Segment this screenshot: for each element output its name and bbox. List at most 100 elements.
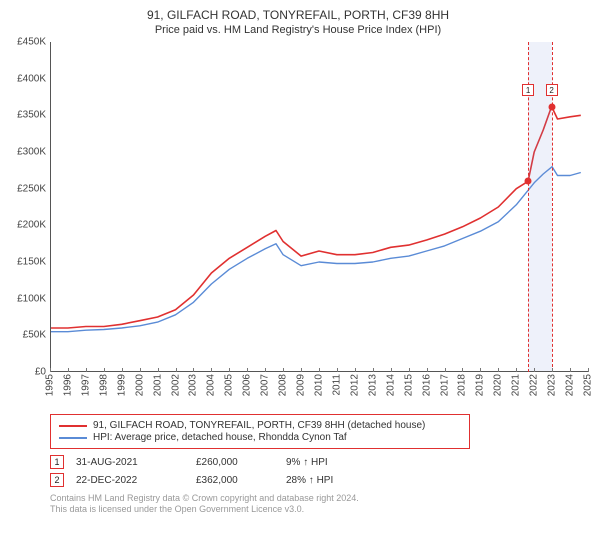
legend-row: HPI: Average price, detached house, Rhon… xyxy=(59,432,461,443)
event-row: 1 31-AUG-2021£260,0009% ↑ HPI xyxy=(50,455,588,469)
x-tick-label: 2000 xyxy=(134,374,145,396)
event-marker-1: 1 xyxy=(522,84,534,96)
event-row-pct: 28% ↑ HPI xyxy=(286,475,396,486)
legend-swatch xyxy=(59,425,87,427)
legend-label: HPI: Average price, detached house, Rhon… xyxy=(93,432,347,443)
y-tick-label: £150K xyxy=(17,257,46,268)
line-plot xyxy=(50,42,588,372)
x-tick-label: 1995 xyxy=(45,374,56,396)
x-tick-mark xyxy=(140,368,141,372)
x-tick-mark xyxy=(265,368,266,372)
y-axis: £0£50K£100K£150K£200K£250K£300K£350K£400… xyxy=(8,42,48,372)
event-row-marker: 1 xyxy=(50,455,64,469)
event-row-date: 22-DEC-2022 xyxy=(76,475,196,486)
y-tick-label: £50K xyxy=(23,330,46,341)
x-tick-mark xyxy=(86,368,87,372)
event-row: 2 22-DEC-2022£362,00028% ↑ HPI xyxy=(50,473,588,487)
x-tick-label: 2004 xyxy=(206,374,217,396)
x-tick-mark xyxy=(211,368,212,372)
series-hpi xyxy=(50,167,581,332)
y-tick-label: £400K xyxy=(17,73,46,84)
y-tick-label: £250K xyxy=(17,183,46,194)
x-tick-label: 2009 xyxy=(296,374,307,396)
y-tick-label: £100K xyxy=(17,293,46,304)
x-tick-mark xyxy=(570,368,571,372)
x-tick-mark xyxy=(373,368,374,372)
x-tick-mark xyxy=(301,368,302,372)
x-tick-mark xyxy=(534,368,535,372)
x-tick-mark xyxy=(176,368,177,372)
x-tick-label: 2018 xyxy=(457,374,468,396)
x-tick-mark xyxy=(68,368,69,372)
x-tick-mark xyxy=(122,368,123,372)
event-row-marker: 2 xyxy=(50,473,64,487)
x-tick-label: 2019 xyxy=(475,374,486,396)
x-tick-mark xyxy=(498,368,499,372)
x-tick-mark xyxy=(588,368,589,372)
x-tick-mark xyxy=(445,368,446,372)
footer-attribution: Contains HM Land Registry data © Crown c… xyxy=(50,493,588,516)
y-tick-label: £450K xyxy=(17,37,46,48)
x-tick-mark xyxy=(319,368,320,372)
x-tick-mark xyxy=(247,368,248,372)
series-price_paid xyxy=(50,107,581,329)
y-tick-label: £350K xyxy=(17,110,46,121)
x-tick-mark xyxy=(104,368,105,372)
x-tick-mark xyxy=(355,368,356,372)
x-tick-label: 1999 xyxy=(116,374,127,396)
x-tick-mark xyxy=(50,368,51,372)
events-table: 1 31-AUG-2021£260,0009% ↑ HPI 2 22-DEC-2022… xyxy=(50,455,588,487)
event-row-price: £260,000 xyxy=(196,457,286,468)
event-row-date: 31-AUG-2021 xyxy=(76,457,196,468)
x-axis: 1995199619971998199920002001200220032004… xyxy=(50,372,588,410)
x-tick-label: 1996 xyxy=(62,374,73,396)
chart-title: 91, GILFACH ROAD, TONYREFAIL, PORTH, CF3… xyxy=(8,8,588,22)
x-tick-label: 2020 xyxy=(493,374,504,396)
event-dot-1 xyxy=(525,178,532,185)
x-tick-label: 2023 xyxy=(547,374,558,396)
x-tick-mark xyxy=(229,368,230,372)
x-tick-mark xyxy=(480,368,481,372)
legend-row: 91, GILFACH ROAD, TONYREFAIL, PORTH, CF3… xyxy=(59,420,461,431)
x-tick-mark xyxy=(409,368,410,372)
x-tick-label: 2013 xyxy=(367,374,378,396)
x-tick-mark xyxy=(391,368,392,372)
x-tick-label: 2008 xyxy=(278,374,289,396)
x-tick-mark xyxy=(337,368,338,372)
x-tick-label: 2024 xyxy=(565,374,576,396)
x-tick-label: 2005 xyxy=(224,374,235,396)
legend-label: 91, GILFACH ROAD, TONYREFAIL, PORTH, CF3… xyxy=(93,420,425,431)
plot-area: £0£50K£100K£150K£200K£250K£300K£350K£400… xyxy=(50,42,588,372)
y-tick-label: £300K xyxy=(17,147,46,158)
legend-box: 91, GILFACH ROAD, TONYREFAIL, PORTH, CF3… xyxy=(50,414,470,449)
x-tick-mark xyxy=(158,368,159,372)
x-tick-label: 1998 xyxy=(98,374,109,396)
x-tick-label: 2002 xyxy=(170,374,181,396)
x-tick-mark xyxy=(552,368,553,372)
x-tick-label: 2007 xyxy=(260,374,271,396)
x-tick-label: 2011 xyxy=(331,374,342,396)
x-tick-mark xyxy=(283,368,284,372)
x-tick-label: 2021 xyxy=(511,374,522,396)
x-tick-label: 2015 xyxy=(403,374,414,396)
event-row-price: £362,000 xyxy=(196,475,286,486)
x-tick-label: 2017 xyxy=(439,374,450,396)
event-dot-2 xyxy=(548,103,555,110)
y-tick-label: £200K xyxy=(17,220,46,231)
x-tick-mark xyxy=(427,368,428,372)
footer-line2: This data is licensed under the Open Gov… xyxy=(50,504,588,515)
x-tick-label: 2014 xyxy=(385,374,396,396)
x-tick-label: 2022 xyxy=(529,374,540,396)
x-tick-label: 2003 xyxy=(188,374,199,396)
x-tick-label: 2012 xyxy=(349,374,360,396)
x-tick-label: 2010 xyxy=(314,374,325,396)
x-tick-mark xyxy=(462,368,463,372)
chart-container: 91, GILFACH ROAD, TONYREFAIL, PORTH, CF3… xyxy=(0,0,600,560)
x-tick-label: 2025 xyxy=(583,374,594,396)
x-tick-mark xyxy=(516,368,517,372)
event-row-pct: 9% ↑ HPI xyxy=(286,457,396,468)
footer-line1: Contains HM Land Registry data © Crown c… xyxy=(50,493,588,504)
x-tick-mark xyxy=(193,368,194,372)
x-tick-label: 2016 xyxy=(421,374,432,396)
x-tick-label: 2006 xyxy=(242,374,253,396)
